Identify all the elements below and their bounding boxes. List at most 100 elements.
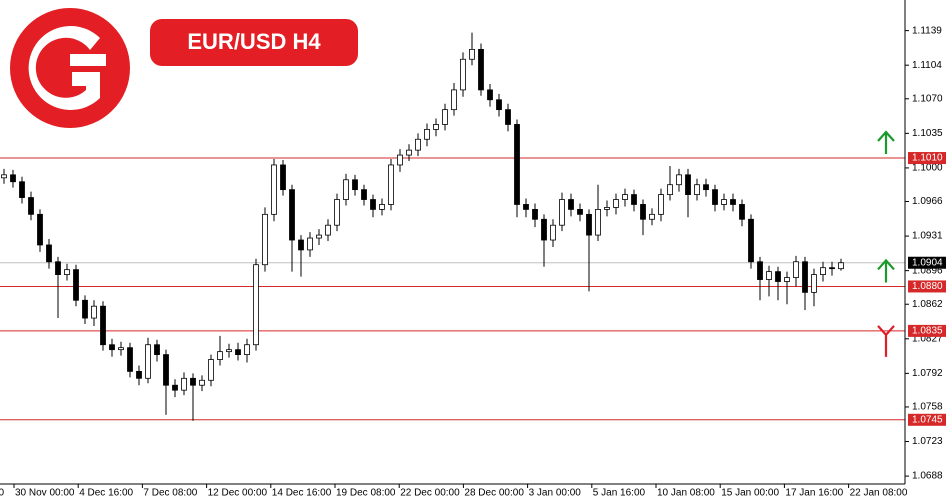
y-tick-label: 1.0931 bbox=[912, 231, 943, 242]
candle-body bbox=[568, 199, 574, 210]
candle-body bbox=[316, 234, 322, 239]
candle-body bbox=[694, 184, 700, 195]
candle-body bbox=[73, 269, 79, 301]
x-tick-label: 5 Jan 16:00 bbox=[593, 488, 646, 499]
x-tick-label: 0 bbox=[0, 488, 4, 499]
level-arrow bbox=[877, 258, 895, 283]
candle-body bbox=[352, 179, 358, 191]
candle-body bbox=[370, 199, 376, 210]
candle-body bbox=[505, 109, 511, 125]
candle-body bbox=[739, 204, 745, 220]
candle-body bbox=[154, 344, 160, 356]
candle-body bbox=[757, 261, 763, 280]
candle-body bbox=[280, 164, 286, 191]
logo-circle bbox=[10, 8, 130, 128]
y-tick-label: 1.0896 bbox=[912, 265, 943, 276]
candle-body bbox=[451, 89, 457, 111]
candle-body bbox=[478, 48, 484, 91]
current-price-label: 1.0904 bbox=[912, 257, 943, 268]
candle-body bbox=[343, 179, 349, 200]
candle-body bbox=[748, 218, 754, 263]
candle-body bbox=[181, 377, 187, 391]
candle-body bbox=[487, 89, 493, 101]
candle-body bbox=[784, 277, 790, 282]
x-tick-label: 30 Nov 00:00 bbox=[15, 488, 75, 499]
title-badge bbox=[150, 19, 358, 66]
candle-body bbox=[604, 207, 610, 210]
x-tick-label: 3 Jan 00:00 bbox=[529, 488, 582, 499]
x-tick-label: 22 Jan 08:00 bbox=[850, 488, 908, 499]
candle-body bbox=[622, 194, 628, 200]
level-label: 1.1010 bbox=[912, 153, 943, 164]
level-label: 1.0835 bbox=[912, 326, 943, 337]
candle-body bbox=[496, 99, 502, 111]
candle-body bbox=[469, 48, 475, 60]
level-label-box bbox=[908, 152, 946, 165]
candle-body bbox=[136, 370, 142, 379]
candle-body bbox=[415, 138, 421, 151]
candle-body bbox=[424, 128, 430, 140]
level-label-box bbox=[908, 413, 946, 426]
y-tick-label: 1.0723 bbox=[912, 436, 943, 447]
level-label: 1.0880 bbox=[912, 281, 943, 292]
candle-body bbox=[793, 261, 799, 278]
candle-body bbox=[766, 271, 772, 280]
y-tick-label: 1.0688 bbox=[912, 471, 943, 482]
current-price-box bbox=[908, 256, 946, 269]
y-tick-label: 1.0827 bbox=[912, 333, 943, 344]
y-tick-label: 1.0792 bbox=[912, 368, 943, 379]
x-tick-label: 28 Dec 00:00 bbox=[464, 488, 524, 499]
y-tick-label: 1.0966 bbox=[912, 196, 943, 207]
candle-body bbox=[523, 204, 529, 210]
candle-body bbox=[244, 344, 250, 356]
candle-body bbox=[262, 213, 268, 266]
y-tick-label: 1.1035 bbox=[912, 128, 943, 139]
x-tick-label: 14 Dec 16:00 bbox=[272, 488, 332, 499]
logo-glyph bbox=[28, 26, 101, 111]
candle-body bbox=[64, 269, 70, 275]
candle-body bbox=[235, 349, 241, 356]
candle-body bbox=[91, 305, 97, 319]
y-tick-label: 1.1070 bbox=[912, 93, 943, 104]
candle-body bbox=[658, 194, 664, 215]
candle-body bbox=[775, 271, 781, 282]
candle-body bbox=[676, 174, 682, 186]
candle-body bbox=[109, 344, 115, 351]
candle-body bbox=[226, 349, 232, 353]
candle-body bbox=[289, 189, 295, 241]
candle-body bbox=[577, 209, 583, 215]
candle-body bbox=[397, 154, 403, 166]
candle-body bbox=[667, 184, 673, 195]
candle-body bbox=[253, 264, 259, 346]
x-tick-label: 4 Dec 16:00 bbox=[79, 488, 133, 499]
candle-body bbox=[631, 194, 637, 205]
candle-body bbox=[118, 347, 124, 351]
candle-body bbox=[28, 197, 34, 215]
level-arrow bbox=[877, 130, 895, 155]
x-tick-label: 19 Dec 08:00 bbox=[336, 488, 396, 499]
candle-body bbox=[559, 199, 565, 226]
candle-body bbox=[595, 209, 601, 236]
candle-body bbox=[271, 164, 277, 215]
candle-body bbox=[334, 199, 340, 226]
candle-body bbox=[442, 109, 448, 125]
candle-body bbox=[703, 184, 709, 191]
candle-body bbox=[829, 267, 835, 270]
candle-body bbox=[145, 344, 151, 379]
candle-body bbox=[37, 213, 43, 246]
candle-body bbox=[172, 384, 178, 391]
level-arrow bbox=[877, 325, 895, 357]
y-tick-label: 1.0758 bbox=[912, 402, 943, 413]
candle-body bbox=[82, 299, 88, 319]
candle-body bbox=[298, 239, 304, 251]
candle-body bbox=[514, 124, 520, 205]
candle-body bbox=[730, 199, 736, 205]
chart-title: EUR/USD H4 bbox=[187, 29, 321, 54]
x-tick-label: 10 Jan 08:00 bbox=[657, 488, 715, 499]
x-tick-label: 12 Dec 00:00 bbox=[208, 488, 268, 499]
candle-body bbox=[721, 199, 727, 205]
level-label-box bbox=[908, 280, 946, 293]
candle-body bbox=[838, 262, 844, 270]
candle-body bbox=[1, 174, 7, 179]
